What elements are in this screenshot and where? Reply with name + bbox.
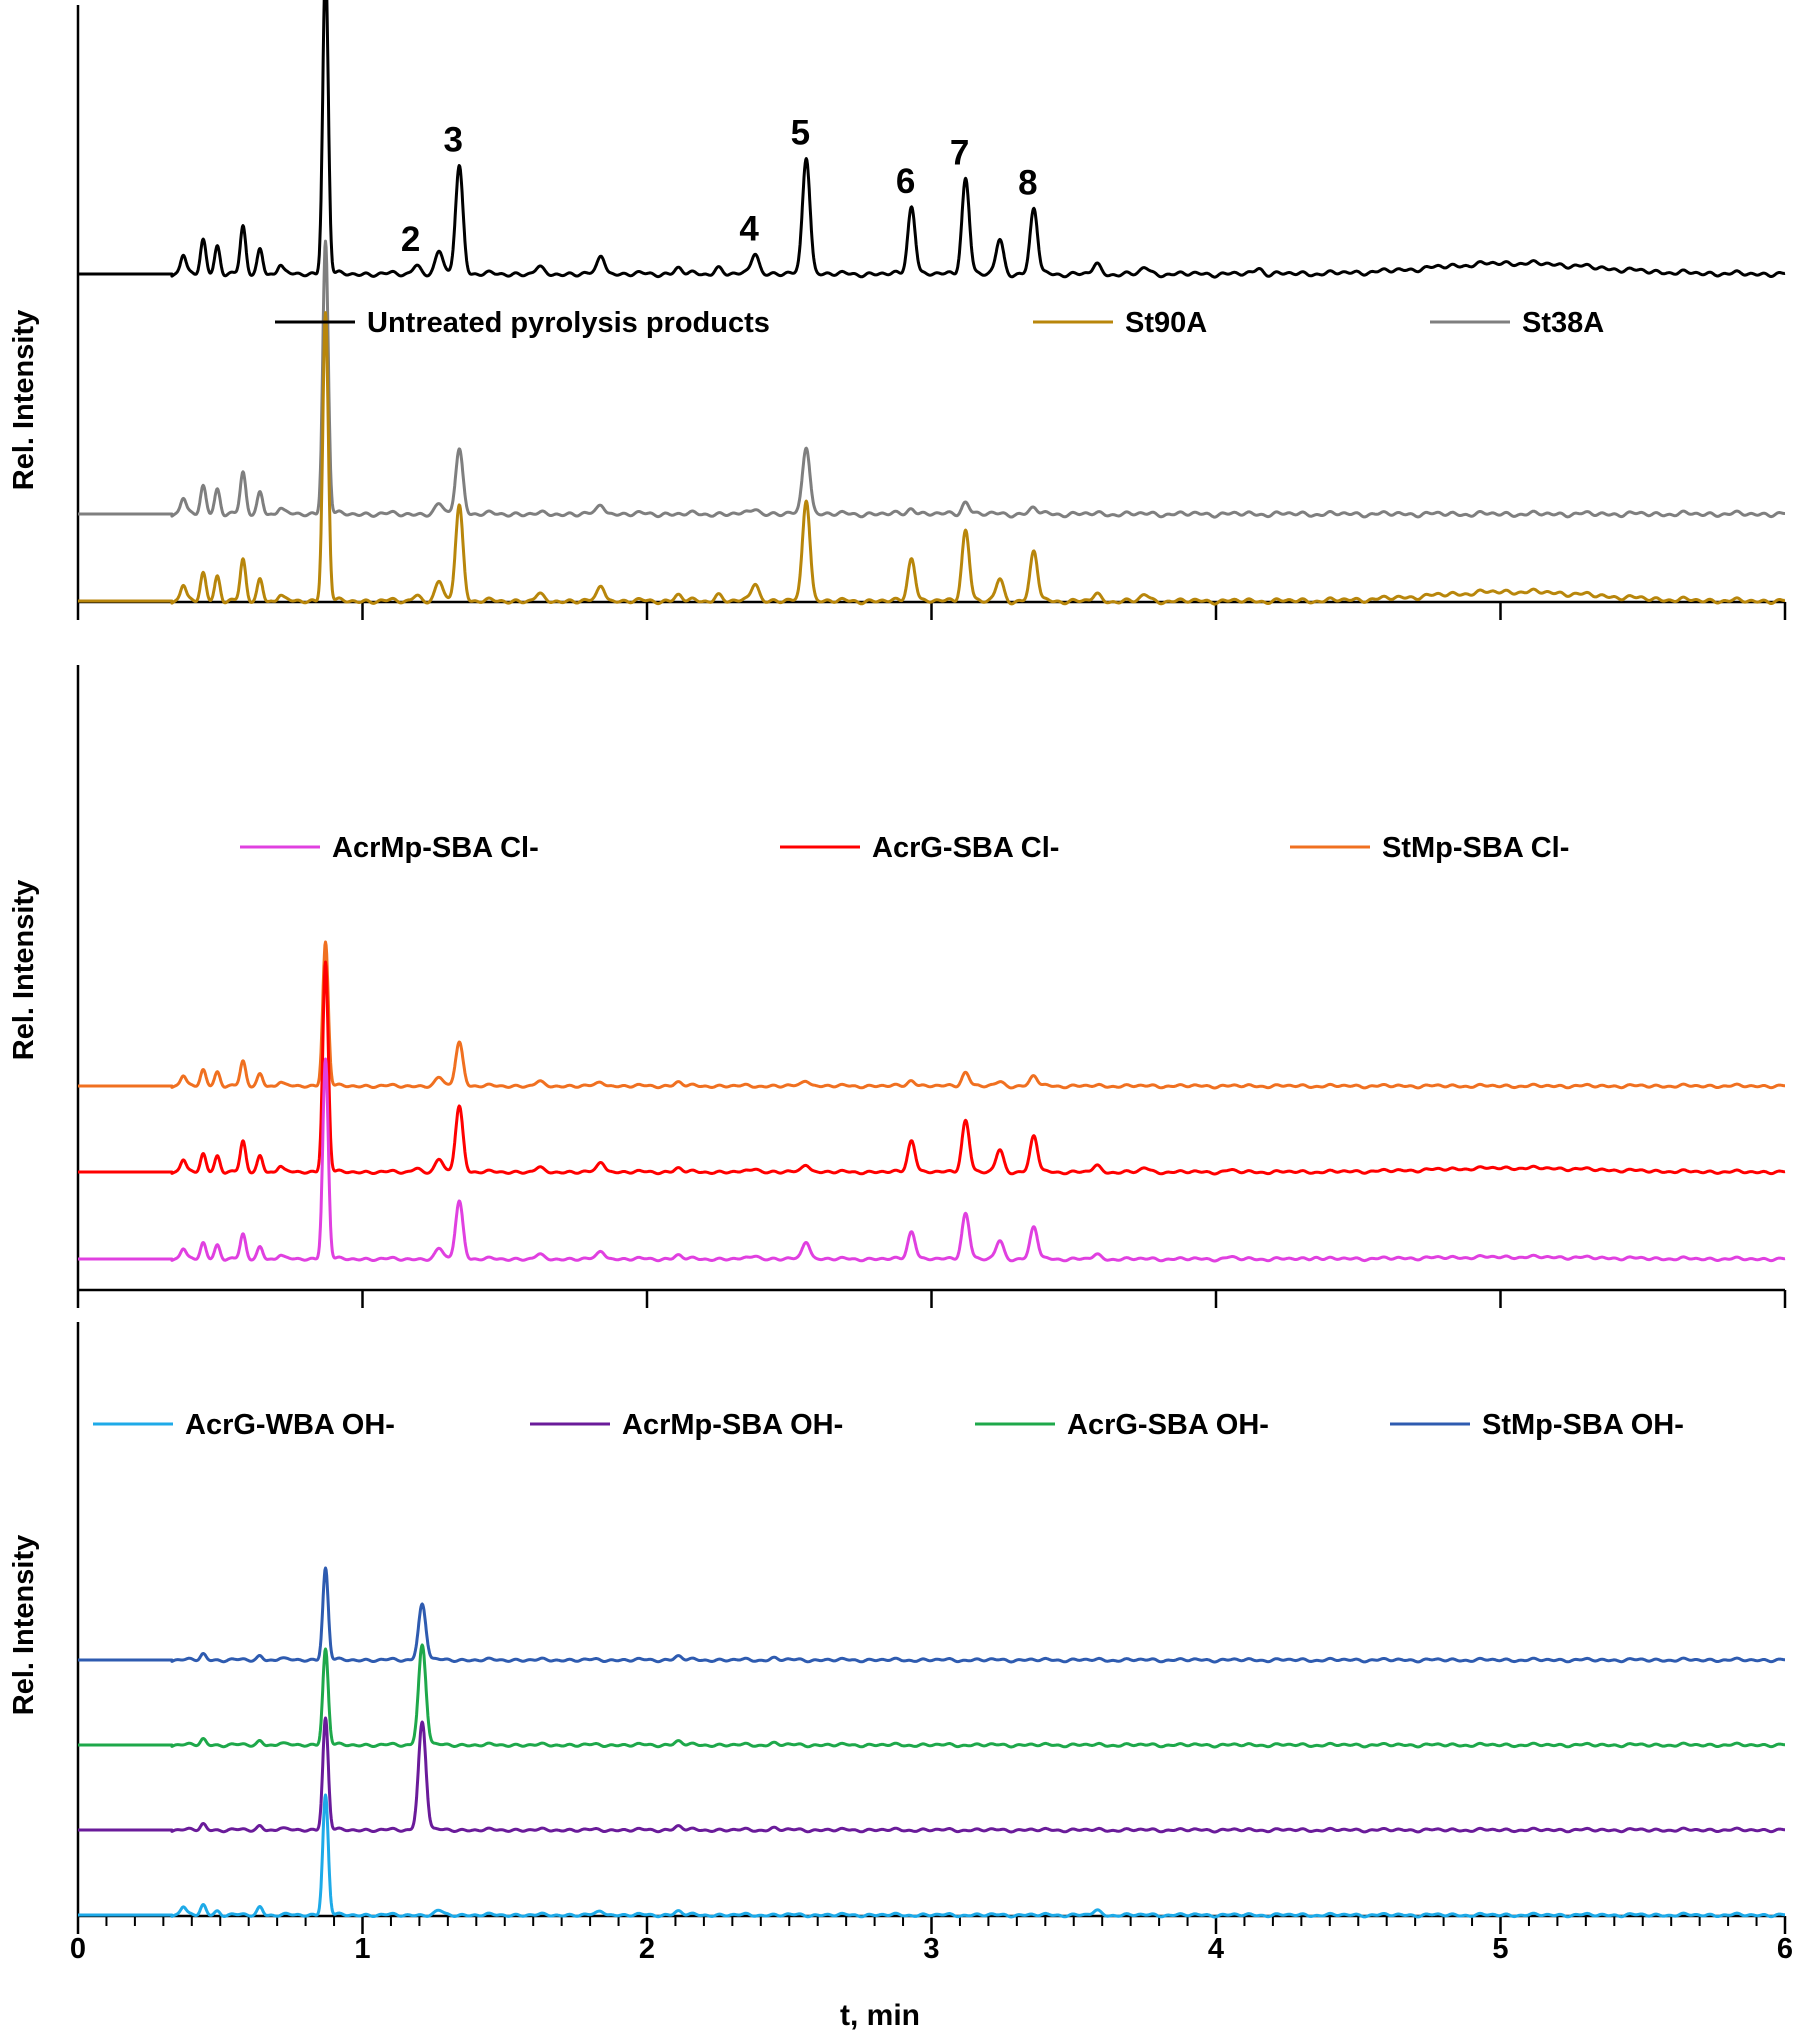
y-axis-label: Rel. Intensity — [8, 1535, 40, 1716]
legend-label: Untreated pyrolysis products — [367, 307, 770, 339]
series-line-acrg-sba-oh- — [78, 1643, 1786, 1749]
chart-panel-3: Rel. Intensity AcrG-WBA OH- AcrMp-SBA OH- A… — [8, 1322, 1787, 1934]
legend-label: AcrMp-SBA Cl- — [332, 832, 539, 864]
x-tick-label: 6 — [1777, 1933, 1793, 1965]
x-axis-label: t, min — [840, 1999, 920, 2032]
peak-label: 6 — [896, 162, 915, 201]
y-axis-label: Rel. Intensity — [8, 880, 40, 1061]
x-tick-label: 5 — [1492, 1933, 1508, 1965]
x-tick-label: 3 — [923, 1933, 939, 1965]
series-line-acrg-wba-oh- — [78, 1793, 1786, 1919]
x-tick-label: 1 — [354, 1933, 370, 1965]
y-axis-label: Rel. Intensity — [8, 310, 40, 491]
legend-label: St90A — [1125, 307, 1207, 339]
legend-label: AcrMp-SBA OH- — [622, 1409, 843, 1441]
series-line-acrg-sba-cl- — [78, 960, 1786, 1176]
peak-label: 3 — [443, 120, 462, 159]
peak-label: 5 — [791, 114, 810, 153]
series-line-st38a — [78, 239, 1786, 519]
peak-label: 4 — [739, 209, 759, 248]
peak-label: 7 — [950, 133, 969, 172]
legend-label: StMp-SBA Cl- — [1382, 832, 1569, 864]
x-tick-label: 0 — [70, 1933, 86, 1965]
legend-label: AcrG-SBA Cl- — [872, 832, 1059, 864]
series-line-stmp-sba-cl- — [78, 940, 1786, 1090]
legend-label: StMp-SBA OH- — [1482, 1409, 1684, 1441]
series-line-untreated-pyrolysis-products — [78, 0, 1786, 279]
peak-label: 8 — [1018, 163, 1037, 202]
chart-panel-1: Rel. Intensity Untreated pyrolysis produc… — [8, 0, 1787, 620]
chart-panel-2: Rel. Intensity AcrMp-SBA Cl- AcrG-SBA Cl- S… — [8, 665, 1787, 1308]
legend-label: AcrG-SBA OH- — [1067, 1409, 1269, 1441]
legend-label: St38A — [1522, 307, 1604, 339]
series-line-stmp-sba-oh- — [78, 1566, 1786, 1664]
series-line-st90a — [78, 311, 1786, 606]
peak-label: 2 — [401, 220, 420, 259]
x-tick-label: 4 — [1208, 1933, 1224, 1965]
x-tick-label: 2 — [639, 1933, 655, 1965]
legend-label: AcrG-WBA OH- — [185, 1409, 395, 1441]
series-line-acrmp-sba-cl- — [78, 1057, 1786, 1263]
series-line-acrmp-sba-oh- — [78, 1716, 1786, 1834]
